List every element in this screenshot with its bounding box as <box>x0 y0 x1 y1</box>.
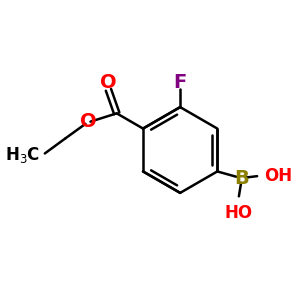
Text: O: O <box>100 73 117 92</box>
Text: O: O <box>80 112 97 131</box>
Text: HO: HO <box>225 204 253 222</box>
Text: B: B <box>234 169 249 188</box>
Text: OH: OH <box>265 167 293 185</box>
Text: F: F <box>173 73 187 92</box>
Text: H$_3$C: H$_3$C <box>5 145 41 165</box>
